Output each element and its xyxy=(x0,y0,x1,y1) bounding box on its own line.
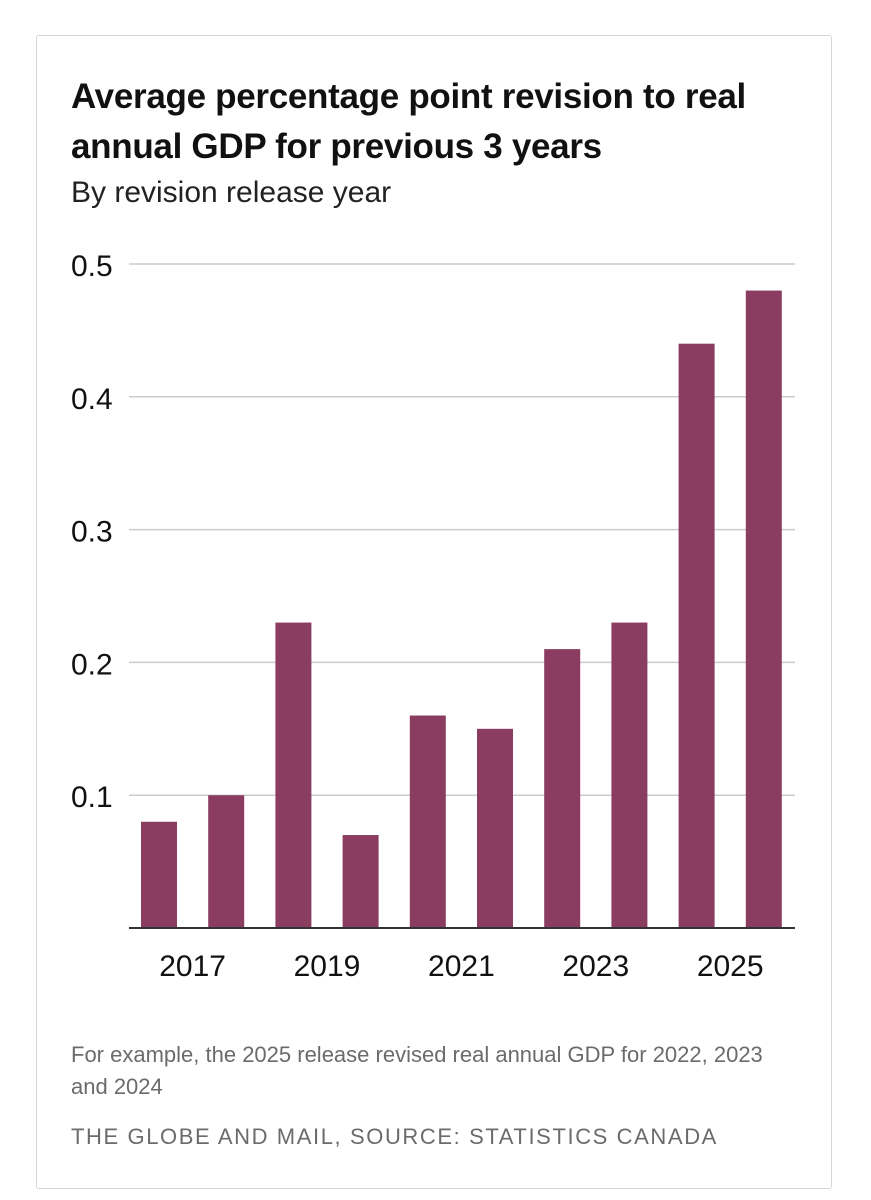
chart-subtitle: By revision release year xyxy=(71,176,392,209)
bar-2018 xyxy=(275,622,312,928)
x-tick-label: 2019 xyxy=(294,950,361,983)
x-tick-label: 2017 xyxy=(159,950,226,983)
bar-2025 xyxy=(745,290,782,928)
x-axis-labels: 2017 2019 2021 2023 2025 xyxy=(159,950,763,983)
x-tick-label: 2025 xyxy=(697,950,764,983)
y-axis-labels: 0.1 0.2 0.3 0.4 0.5 xyxy=(71,250,113,814)
y-tick-label: 0.2 xyxy=(71,648,113,681)
y-tick-label: 0.3 xyxy=(71,516,113,549)
chart-title: Average percentage point revision to rea… xyxy=(71,77,746,166)
bars xyxy=(141,290,782,928)
y-tick-label: 0.4 xyxy=(71,383,113,416)
bar-2024 xyxy=(678,343,715,928)
bar-2017 xyxy=(208,795,245,928)
y-tick-label: 0.5 xyxy=(71,250,113,283)
bar-2022 xyxy=(544,649,581,928)
bar-2021 xyxy=(477,728,513,928)
bar-2023 xyxy=(611,622,648,928)
chart-source: THE GLOBE AND MAIL, SOURCE: STATISTICS C… xyxy=(71,1124,718,1149)
x-tick-label: 2021 xyxy=(428,950,495,983)
x-tick-label: 2023 xyxy=(562,950,629,983)
y-tick-label: 0.1 xyxy=(71,781,113,814)
bar-2016 xyxy=(141,821,177,928)
bar-chart: 0.1 0.2 0.3 0.4 0.5 2017 2019 2021 2023 2025 xyxy=(71,250,795,983)
bar-2020 xyxy=(409,715,446,928)
chart-note: For example, the 2025 release revised re… xyxy=(71,1042,763,1099)
bar-2019 xyxy=(342,835,379,928)
chart-card: Average percentage point revision to rea… xyxy=(36,35,832,1189)
